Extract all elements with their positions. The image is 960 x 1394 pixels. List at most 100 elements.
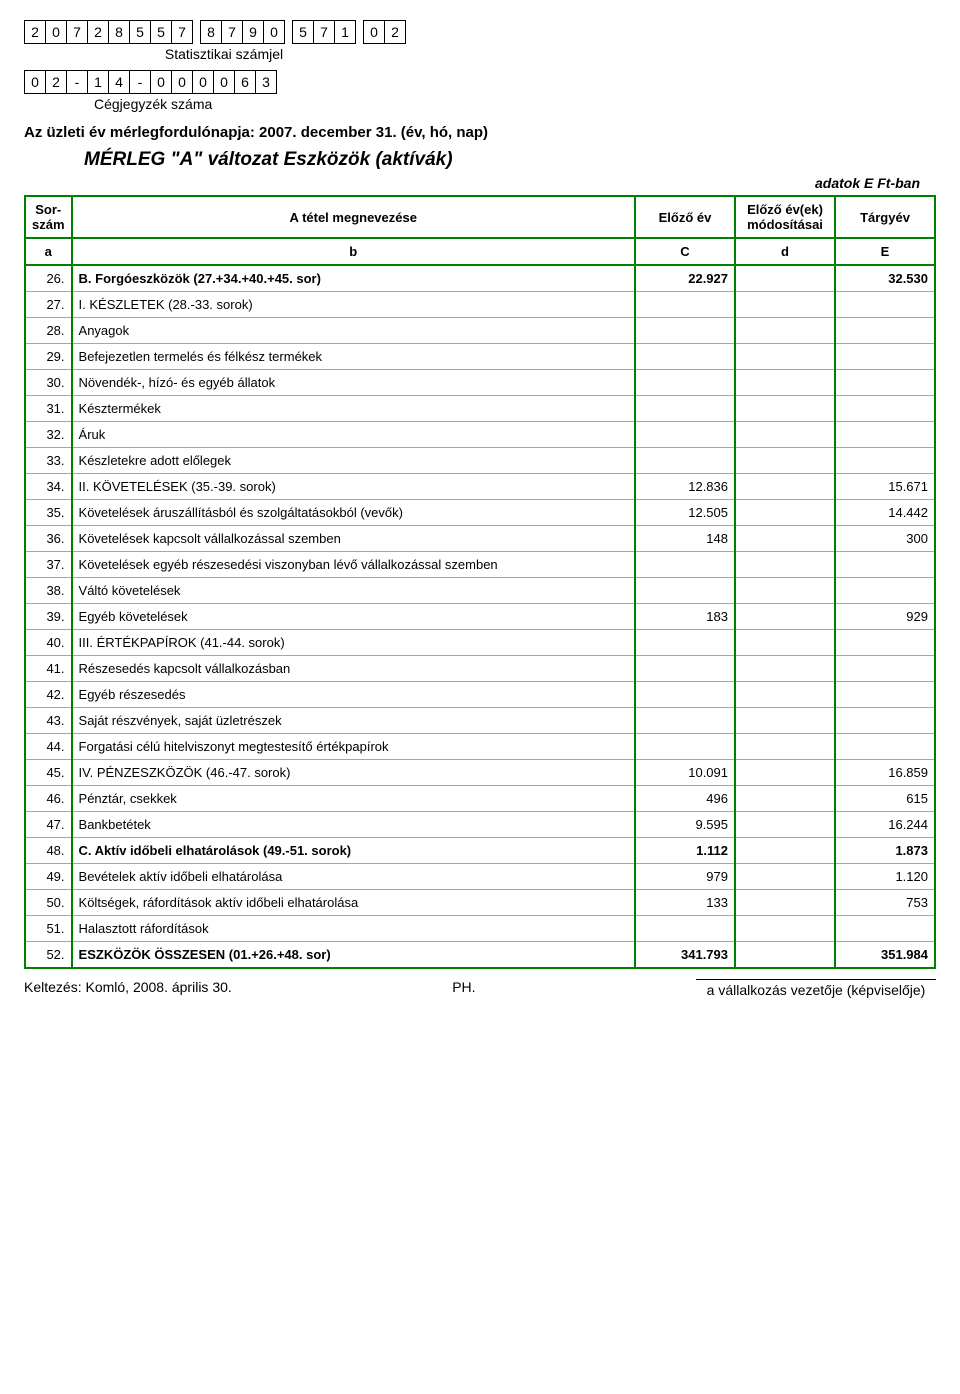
row-name: Követelések egyéb részesedési viszonyban…: [72, 552, 635, 578]
fiscal-year-text: Az üzleti év mérlegfordulónapja: 2007. d…: [24, 124, 488, 141]
table-row: 33.Készletekre adott előlegek: [25, 448, 935, 474]
row-mod: [735, 448, 835, 474]
code-box: 7: [66, 20, 88, 44]
row-curr: 1.873: [835, 838, 935, 864]
row-mod: [735, 864, 835, 890]
code-box: 2: [24, 20, 46, 44]
table-row: 46.Pénztár, csekkek496615: [25, 786, 935, 812]
row-number: 26.: [25, 265, 72, 292]
row-mod: [735, 578, 835, 604]
code-box: 2: [45, 70, 67, 94]
row-curr: [835, 552, 935, 578]
row-name: Anyagok: [72, 318, 635, 344]
row-prev: [635, 448, 735, 474]
row-number: 35.: [25, 500, 72, 526]
row-number: 52.: [25, 942, 72, 969]
header-col-c: C: [635, 238, 735, 265]
row-prev: 148: [635, 526, 735, 552]
registry-code-boxes: 02-14-000063: [24, 70, 936, 94]
header-targyev: Tárgyév: [835, 196, 935, 238]
code-box: -: [129, 70, 151, 94]
code-box: 5: [292, 20, 314, 44]
row-number: 46.: [25, 786, 72, 812]
row-name: Bevételek aktív időbeli elhatárolása: [72, 864, 635, 890]
row-name: Készletekre adott előlegek: [72, 448, 635, 474]
table-row: 30.Növendék-, hízó- és egyéb állatok: [25, 370, 935, 396]
row-curr: 929: [835, 604, 935, 630]
table-row: 38.Váltó követelések: [25, 578, 935, 604]
row-prev: [635, 396, 735, 422]
row-curr: 14.442: [835, 500, 935, 526]
code-box: 0: [150, 70, 172, 94]
fiscal-year-heading: Az üzleti év mérlegfordulónapja: 2007. d…: [24, 124, 936, 141]
code-box: 8: [108, 20, 130, 44]
table-body: 26.B. Forgóeszközök (27.+34.+40.+45. sor…: [25, 265, 935, 968]
table-row: 31.Késztermékek: [25, 396, 935, 422]
row-prev: 1.112: [635, 838, 735, 864]
registry-code-label: Cégjegyzék száma: [94, 96, 936, 112]
table-row: 52.ESZKÖZÖK ÖSSZESEN (01.+26.+48. sor)34…: [25, 942, 935, 969]
code-box: 9: [242, 20, 264, 44]
row-mod: [735, 708, 835, 734]
table-row: 40.III. ÉRTÉKPAPÍROK (41.-44. sorok): [25, 630, 935, 656]
row-name: Egyéb követelések: [72, 604, 635, 630]
row-number: 32.: [25, 422, 72, 448]
row-mod: [735, 916, 835, 942]
row-prev: 133: [635, 890, 735, 916]
table-row: 37.Követelések egyéb részesedési viszony…: [25, 552, 935, 578]
row-number: 51.: [25, 916, 72, 942]
code-box: 0: [192, 70, 214, 94]
row-prev: [635, 552, 735, 578]
row-mod: [735, 552, 835, 578]
table-row: 26.B. Forgóeszközök (27.+34.+40.+45. sor…: [25, 265, 935, 292]
row-curr: [835, 578, 935, 604]
row-name: Növendék-, hízó- és egyéb állatok: [72, 370, 635, 396]
row-curr: [835, 344, 935, 370]
row-number: 50.: [25, 890, 72, 916]
table-row: 39.Egyéb követelések183 929: [25, 604, 935, 630]
row-prev: 183: [635, 604, 735, 630]
row-mod: [735, 344, 835, 370]
row-mod: [735, 942, 835, 969]
code-box: 0: [363, 20, 385, 44]
code-box: 0: [171, 70, 193, 94]
row-prev: [635, 916, 735, 942]
row-prev: 12.505: [635, 500, 735, 526]
table-row: 42.Egyéb részesedés: [25, 682, 935, 708]
row-number: 36.: [25, 526, 72, 552]
row-curr: 351.984: [835, 942, 935, 969]
row-prev: 496: [635, 786, 735, 812]
code-box: 0: [263, 20, 285, 44]
code-box: 8: [200, 20, 222, 44]
row-number: 27.: [25, 292, 72, 318]
row-prev: [635, 708, 735, 734]
row-name: Késztermékek: [72, 396, 635, 422]
table-row: 36.Követelések kapcsolt vállalkozással s…: [25, 526, 935, 552]
statistical-code-label: Statisztikai számjel: [54, 46, 394, 62]
row-curr: 615: [835, 786, 935, 812]
row-number: 39.: [25, 604, 72, 630]
code-box: 2: [87, 20, 109, 44]
row-prev: 341.793: [635, 942, 735, 969]
row-prev: [635, 318, 735, 344]
row-mod: [735, 474, 835, 500]
table-row: 44.Forgatási célú hitelviszonyt megteste…: [25, 734, 935, 760]
row-mod: [735, 526, 835, 552]
row-prev: 979: [635, 864, 735, 890]
row-curr: [835, 682, 935, 708]
row-prev: [635, 370, 735, 396]
code-box: 7: [313, 20, 335, 44]
unit-note: adatok E Ft-ban: [24, 175, 920, 191]
row-mod: [735, 500, 835, 526]
row-number: 48.: [25, 838, 72, 864]
table-row: 50.Költségek, ráfordítások aktív időbeli…: [25, 890, 935, 916]
row-name: Váltó követelések: [72, 578, 635, 604]
row-curr: [835, 630, 935, 656]
row-number: 47.: [25, 812, 72, 838]
table-row: 28.Anyagok: [25, 318, 935, 344]
row-name: Követelések áruszállításból és szolgálta…: [72, 500, 635, 526]
table-row: 27.I. KÉSZLETEK (28.-33. sorok): [25, 292, 935, 318]
row-prev: 22.927: [635, 265, 735, 292]
row-prev: [635, 734, 735, 760]
row-mod: [735, 812, 835, 838]
